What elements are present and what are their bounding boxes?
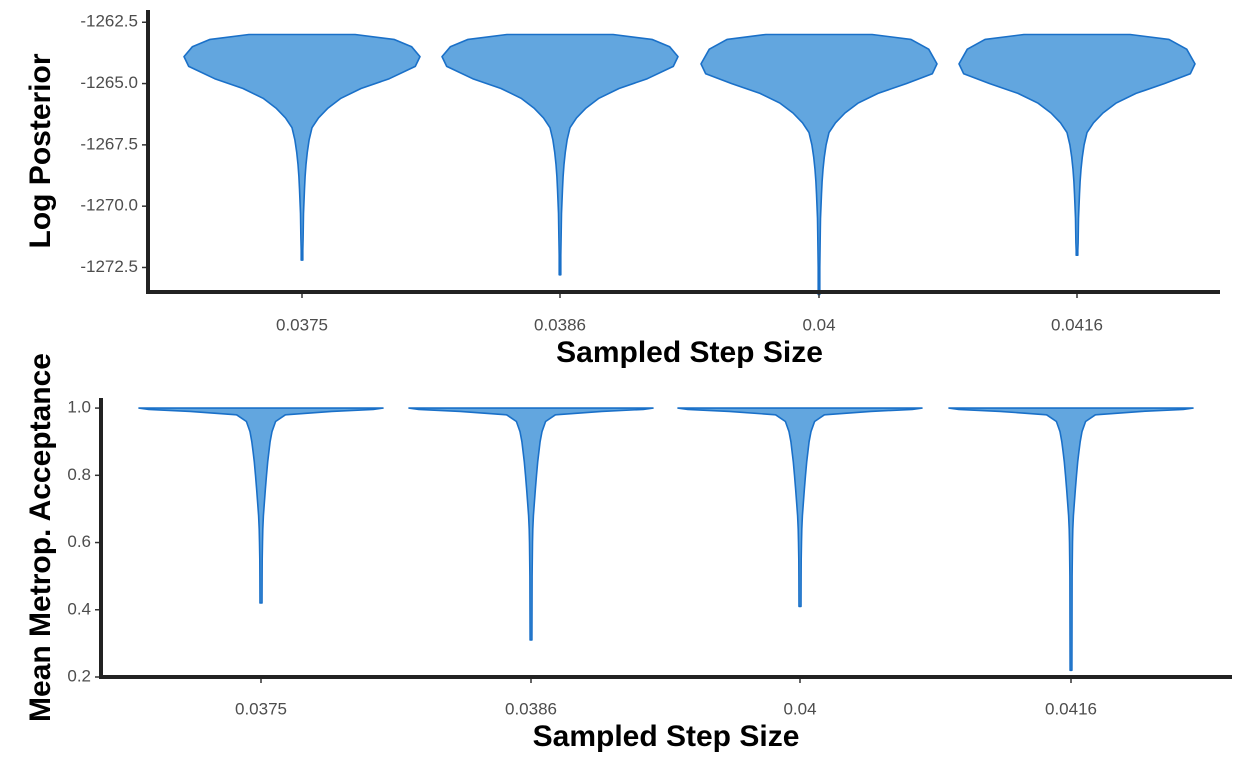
acceptance-y-axis-title: Mean Metrop. Acceptance — [24, 353, 57, 722]
log-posterior-panel: -1262.5 -1265.0 -1267.5 -1270.0 -1272.5 0.03… — [24, 10, 1220, 369]
x-tick-label: 0.04 — [802, 315, 835, 334]
y-tick-label: 0.2 — [67, 666, 91, 685]
log-posterior-x-ticks: 0.0375 0.0386 0.04 0.0416 — [276, 292, 1103, 334]
violin-0.0375 — [183, 33, 421, 261]
y-tick-label: 0.8 — [67, 465, 91, 484]
y-tick-label: 1.0 — [67, 398, 91, 417]
x-tick-label: 0.0375 — [235, 699, 287, 718]
violin-0.0416 — [958, 33, 1196, 256]
log-posterior-y-ticks: -1262.5 -1265.0 -1267.5 -1270.0 -1272.5 — [80, 12, 148, 276]
x-tick-label: 0.0416 — [1051, 315, 1103, 334]
y-tick-label: -1272.5 — [80, 257, 138, 276]
acceptance-panel: 0.2 0.4 0.6 0.8 1.0 0.0375 0.0386 0.04 0.0416 M… — [24, 353, 1232, 753]
log-posterior-violins — [183, 33, 1196, 296]
acceptance-x-axis-title: Sampled Step Size — [533, 720, 800, 753]
x-tick-label: 0.04 — [783, 699, 816, 718]
x-tick-label: 0.0375 — [276, 315, 328, 334]
y-tick-label: 0.6 — [67, 532, 91, 551]
x-tick-label: 0.0386 — [534, 315, 586, 334]
acceptance-y-ticks: 0.2 0.4 0.6 0.8 1.0 — [67, 398, 101, 685]
y-tick-label: -1262.5 — [80, 12, 138, 31]
violin-0.04 — [700, 33, 938, 296]
violin-0.0386 — [408, 407, 654, 641]
violin-0.04 — [677, 407, 923, 608]
log-posterior-x-axis-title: Sampled Step Size — [556, 336, 823, 369]
y-tick-label: -1267.5 — [80, 134, 138, 153]
x-tick-label: 0.0386 — [505, 699, 557, 718]
y-tick-label: -1270.0 — [80, 196, 138, 215]
y-tick-label: -1265.0 — [80, 73, 138, 92]
acceptance-x-ticks: 0.0375 0.0386 0.04 0.0416 — [235, 677, 1097, 718]
y-tick-label: 0.4 — [67, 599, 91, 618]
violin-0.0416 — [948, 407, 1194, 672]
x-tick-label: 0.0416 — [1045, 699, 1097, 718]
acceptance-violins — [138, 407, 1194, 672]
violin-0.0386 — [441, 33, 679, 276]
log-posterior-y-axis-title: Log Posterior — [24, 53, 57, 248]
violin-0.0375 — [138, 407, 384, 604]
